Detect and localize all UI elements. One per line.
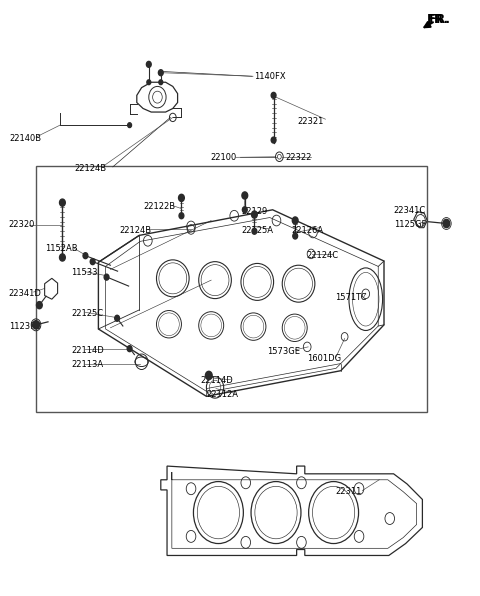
- Text: 22100: 22100: [210, 153, 237, 163]
- Text: 11533: 11533: [71, 268, 97, 277]
- Text: FR.: FR.: [429, 13, 451, 26]
- Text: 22124B: 22124B: [74, 163, 107, 173]
- Text: 22125A: 22125A: [241, 225, 273, 235]
- Circle shape: [83, 253, 88, 259]
- Circle shape: [242, 207, 247, 213]
- Text: 1571TC: 1571TC: [335, 293, 367, 303]
- Circle shape: [179, 213, 184, 219]
- Circle shape: [33, 321, 39, 329]
- Text: 1573GE: 1573GE: [267, 347, 300, 356]
- Text: 22341C: 22341C: [394, 206, 426, 216]
- Circle shape: [60, 254, 65, 261]
- Circle shape: [293, 233, 298, 239]
- Text: 22124C: 22124C: [306, 251, 338, 260]
- Circle shape: [127, 346, 132, 352]
- Text: 1125GF: 1125GF: [394, 219, 426, 229]
- Text: 22114D: 22114D: [201, 375, 233, 385]
- Bar: [36, 166, 427, 412]
- Circle shape: [292, 217, 298, 224]
- Text: 22126A: 22126A: [292, 225, 324, 235]
- Text: 22341D: 22341D: [9, 288, 41, 298]
- Circle shape: [443, 219, 450, 228]
- Circle shape: [104, 274, 109, 280]
- Circle shape: [271, 137, 276, 143]
- Text: 22122B: 22122B: [143, 201, 175, 211]
- Text: 22311: 22311: [335, 487, 361, 496]
- Text: 22322: 22322: [286, 153, 312, 163]
- Text: 22321: 22321: [298, 117, 324, 126]
- Text: 22124B: 22124B: [119, 225, 151, 235]
- Circle shape: [158, 70, 163, 76]
- Circle shape: [205, 371, 212, 380]
- Text: 22112A: 22112A: [206, 390, 239, 399]
- Circle shape: [115, 315, 120, 321]
- Circle shape: [60, 199, 65, 206]
- Circle shape: [242, 192, 248, 199]
- Circle shape: [90, 259, 95, 265]
- Circle shape: [128, 123, 132, 128]
- Circle shape: [252, 211, 257, 218]
- Text: 22125C: 22125C: [71, 309, 103, 318]
- Text: 1140FX: 1140FX: [254, 72, 286, 81]
- Text: 22140B: 22140B: [10, 134, 42, 143]
- Circle shape: [147, 80, 151, 85]
- Circle shape: [179, 194, 184, 201]
- Circle shape: [36, 302, 42, 309]
- Circle shape: [252, 228, 257, 234]
- Circle shape: [159, 80, 163, 85]
- Text: 22129: 22129: [241, 207, 267, 216]
- Text: 22320: 22320: [9, 220, 35, 229]
- Text: 1152AB: 1152AB: [45, 244, 77, 253]
- Text: 22113A: 22113A: [71, 360, 103, 370]
- Text: 1123PB: 1123PB: [9, 322, 41, 331]
- Text: FR.: FR.: [427, 13, 449, 26]
- Circle shape: [146, 61, 151, 67]
- Circle shape: [271, 92, 276, 98]
- Text: 1601DG: 1601DG: [307, 354, 341, 364]
- Text: 22114D: 22114D: [71, 346, 104, 355]
